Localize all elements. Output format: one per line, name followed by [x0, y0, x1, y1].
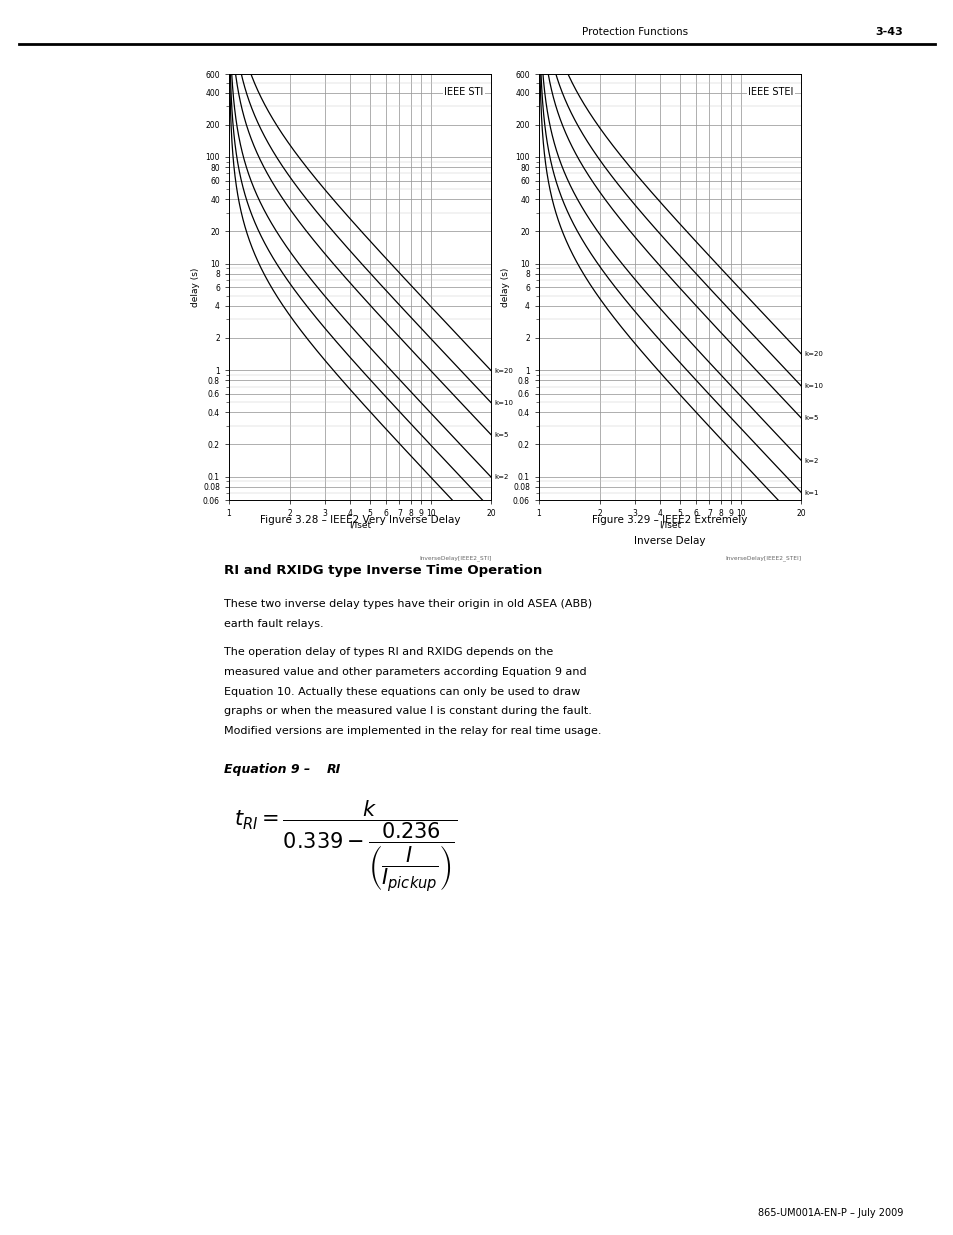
Text: Protection Functions: Protection Functions [581, 27, 687, 37]
X-axis label: I/Iset: I/Iset [659, 521, 680, 530]
Y-axis label: delay (s): delay (s) [191, 268, 200, 306]
Text: IEEE STI: IEEE STI [444, 86, 483, 96]
Text: k=5: k=5 [495, 432, 509, 438]
Text: These two inverse delay types have their origin in old ASEA (ABB): These two inverse delay types have their… [224, 599, 592, 609]
Text: earth fault relays.: earth fault relays. [224, 619, 323, 629]
Text: Equation 9 –: Equation 9 – [224, 763, 314, 777]
Text: k=2: k=2 [804, 457, 819, 463]
Text: Equation 10. Actually these equations can only be used to draw: Equation 10. Actually these equations ca… [224, 687, 580, 697]
Text: k=2: k=2 [495, 474, 509, 480]
Text: The operation delay of types RI and RXIDG depends on the: The operation delay of types RI and RXID… [224, 647, 553, 657]
Text: measured value and other parameters according Equation 9 and: measured value and other parameters acco… [224, 667, 586, 677]
Text: Figure 3.29 – IEEE2 Extremely: Figure 3.29 – IEEE2 Extremely [592, 515, 747, 525]
Text: k=1: k=1 [804, 489, 819, 495]
Text: $t_{RI} = \dfrac{k}{0.339 - \dfrac{0.236}{\left(\dfrac{I}{I_{pickup}}\right)}}$: $t_{RI} = \dfrac{k}{0.339 - \dfrac{0.236… [233, 799, 456, 894]
Text: 3-43: 3-43 [875, 27, 902, 37]
Text: InverseDelay[IEEE2_STI]: InverseDelay[IEEE2_STI] [418, 556, 491, 561]
Text: RI and RXIDG type Inverse Time Operation: RI and RXIDG type Inverse Time Operation [224, 564, 542, 578]
Text: k=20: k=20 [804, 351, 822, 357]
Text: RI: RI [327, 763, 341, 777]
Text: Inverse Delay: Inverse Delay [634, 536, 705, 546]
Text: k=5: k=5 [804, 415, 819, 421]
Text: Modified versions are implemented in the relay for real time usage.: Modified versions are implemented in the… [224, 726, 601, 736]
Text: Figure 3.28 – IEEE2 Very Inverse Delay: Figure 3.28 – IEEE2 Very Inverse Delay [259, 515, 460, 525]
Y-axis label: delay (s): delay (s) [500, 268, 510, 306]
Text: IEEE STEI: IEEE STEI [747, 86, 793, 96]
Text: k=10: k=10 [804, 383, 823, 389]
Text: 865-UM001A-EN-P – July 2009: 865-UM001A-EN-P – July 2009 [758, 1208, 902, 1218]
Text: graphs or when the measured value I is constant during the fault.: graphs or when the measured value I is c… [224, 706, 592, 716]
Text: InverseDelay[IEEE2_STEI]: InverseDelay[IEEE2_STEI] [724, 556, 801, 561]
Text: k=20: k=20 [495, 368, 513, 374]
X-axis label: I/Iset: I/Iset [349, 521, 371, 530]
Text: k=10: k=10 [495, 400, 514, 406]
